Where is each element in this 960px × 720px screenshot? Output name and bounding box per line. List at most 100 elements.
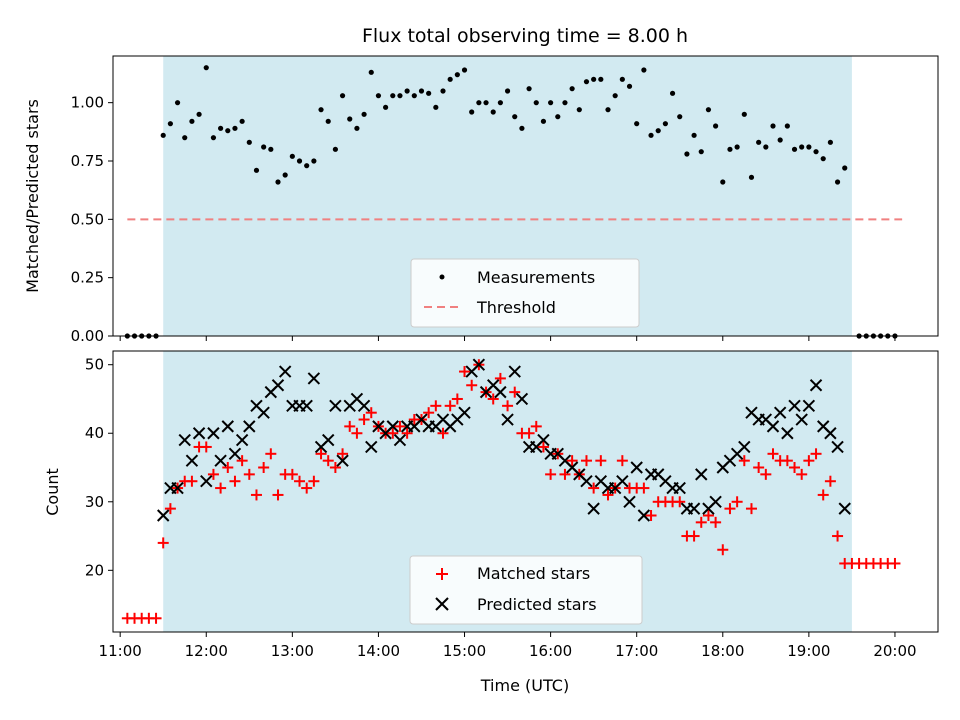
matched-star-point <box>207 468 219 480</box>
predicted-star-point <box>307 372 321 385</box>
matched-star-point <box>559 468 571 480</box>
measurement-point <box>203 65 209 71</box>
matched-star-point <box>365 407 377 419</box>
measurement-point <box>253 167 260 173</box>
matched-star-point <box>645 509 657 521</box>
predicted-star-point <box>494 385 507 399</box>
measurement-point <box>526 86 532 92</box>
measurement-point <box>296 158 303 164</box>
matched-star-point <box>695 516 707 528</box>
matched-star-point <box>344 420 356 432</box>
matched-star-point <box>272 489 284 501</box>
matched-star-point <box>494 372 506 384</box>
measurement-point <box>268 146 274 152</box>
predicted-star-point <box>214 454 227 467</box>
measurement-point <box>734 144 740 150</box>
x-tick-label: 17:00 <box>615 642 658 660</box>
measurement-point <box>418 88 425 94</box>
matched-star-point <box>215 482 227 494</box>
measurement-point <box>426 90 432 96</box>
matched-star-point <box>710 516 722 528</box>
measurement-point <box>368 69 374 75</box>
measurement-point <box>763 144 769 150</box>
measurement-point <box>842 165 848 171</box>
measurement-point <box>311 158 317 164</box>
measurement-point <box>390 93 396 99</box>
measurement-point <box>705 107 712 113</box>
measurement-point <box>791 146 798 152</box>
matched-star-point <box>150 612 162 624</box>
measurement-point <box>605 107 611 113</box>
predicted-star-point <box>630 461 643 474</box>
matched-star-point <box>186 475 198 487</box>
measurement-point <box>354 125 360 131</box>
matched-star-point <box>444 400 456 412</box>
top-legend: Measurements Threshold <box>410 258 640 328</box>
matched-star-point <box>301 482 313 494</box>
matched-star-point <box>229 475 241 487</box>
matched-star-point <box>545 468 557 480</box>
top-legend-box <box>410 258 640 328</box>
matched-star-point <box>387 427 399 439</box>
measurement-point <box>576 107 582 113</box>
predicted-star-point <box>221 420 234 433</box>
matched-star-point <box>466 379 478 391</box>
matched-star-point <box>817 489 829 501</box>
measurement-point <box>806 144 812 150</box>
measurement-point <box>799 144 805 150</box>
predicted-star-point <box>616 475 629 488</box>
predicted-star-point <box>738 440 751 454</box>
predicted-star-point <box>171 481 184 495</box>
predicted-star-point <box>781 427 794 440</box>
measurement-point <box>512 114 518 120</box>
matched-star-point <box>157 537 169 549</box>
matched-star-point <box>537 441 549 453</box>
measurement-point <box>727 146 733 152</box>
matched-star-point <box>717 544 729 556</box>
predicted-star-point <box>709 495 722 508</box>
matched-star-point <box>509 386 521 398</box>
bottom-plot-frame <box>112 350 939 633</box>
matched-star-point <box>258 462 270 474</box>
matched-star-point <box>724 503 736 515</box>
predicted-star-point <box>809 379 823 392</box>
measurement-point <box>160 132 166 138</box>
matched-star-point <box>781 455 793 467</box>
predicted-star-point <box>207 427 220 440</box>
measurement-point <box>677 114 683 120</box>
x-axis-label: Time (UTC) <box>480 676 569 695</box>
predicted-star-point <box>508 365 521 378</box>
top-y-tick-label: 0.75 <box>71 152 104 170</box>
matched-star-point <box>889 557 901 569</box>
matched-star-point <box>796 468 808 480</box>
matched-star-point <box>502 400 514 412</box>
x-tick-label: 16:00 <box>529 642 572 660</box>
top-y-axis-label: Matched/Predicted stars <box>23 99 42 293</box>
measurement-point <box>261 144 267 150</box>
bottom-y-tick-label: 50 <box>85 356 104 374</box>
measurement-point <box>741 111 747 117</box>
legend-predicted-marker <box>435 597 449 611</box>
matched-star-point <box>459 366 471 378</box>
matched-star-point <box>250 489 262 501</box>
predicted-star-point <box>278 365 292 378</box>
predicted-star-point <box>580 475 593 488</box>
measurement-point <box>196 111 202 117</box>
measurement-point <box>318 107 324 113</box>
measurement-point <box>497 100 503 106</box>
matched-star-point <box>358 414 370 426</box>
measurement-point <box>440 88 446 94</box>
legend-measurements-label: Measurements <box>477 268 595 287</box>
measurement-point <box>777 137 783 143</box>
measurement-point <box>834 179 841 185</box>
measurement-point <box>591 76 597 82</box>
measurement-point <box>583 79 590 85</box>
measurement-point <box>375 93 382 99</box>
measurement-point <box>648 132 654 138</box>
x-tick-label: 14:00 <box>357 642 400 660</box>
top-y-tick-label: 0.50 <box>71 210 104 228</box>
predicted-star-point <box>824 427 837 440</box>
measurement-point <box>332 146 338 152</box>
measurement-point <box>476 100 482 106</box>
measurement-point <box>282 172 288 178</box>
